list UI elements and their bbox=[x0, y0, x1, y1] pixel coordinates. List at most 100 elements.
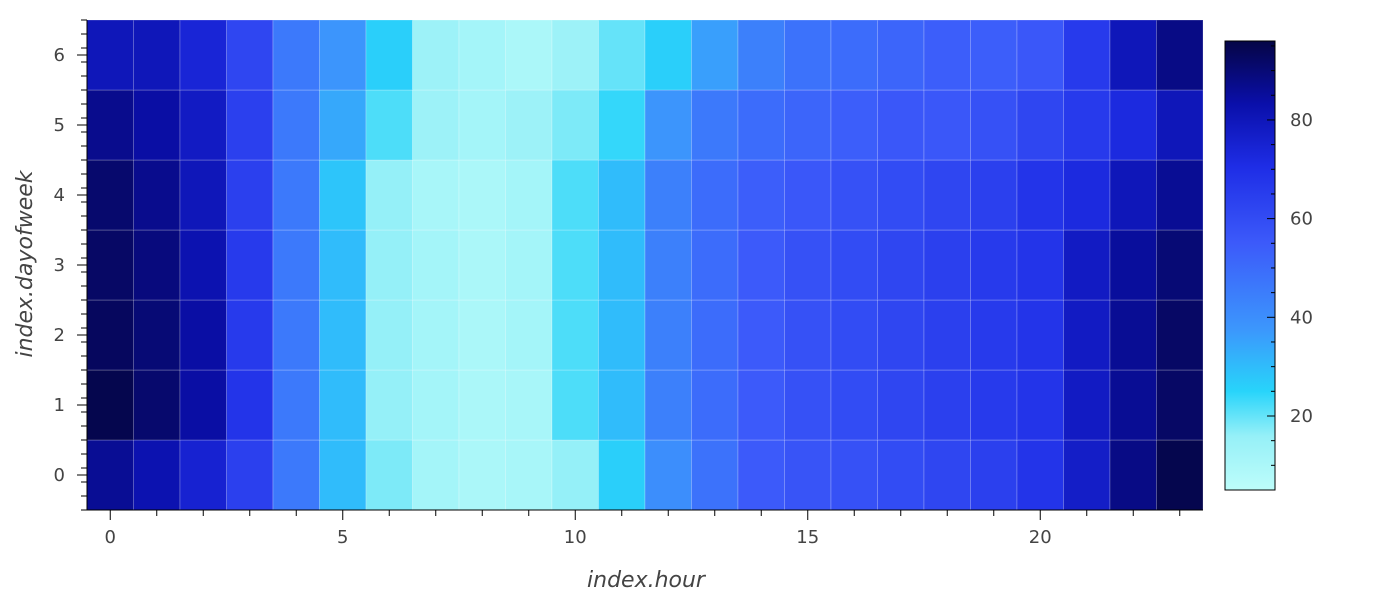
x-tick-label: 15 bbox=[796, 527, 819, 548]
heatmap-cell bbox=[1109, 159, 1157, 231]
heatmap-cell bbox=[412, 439, 460, 511]
heatmap-cell bbox=[179, 229, 227, 301]
y-tick-label: 5 bbox=[54, 115, 65, 136]
heatmap-cell bbox=[226, 19, 274, 91]
heatmap-cell bbox=[737, 229, 785, 301]
heatmap-cell bbox=[179, 89, 227, 161]
heatmap-cell bbox=[644, 89, 692, 161]
heatmap-cell bbox=[551, 299, 599, 371]
colorbar-tick-label: 20 bbox=[1290, 406, 1313, 427]
heatmap-cell bbox=[970, 229, 1018, 301]
heatmap-cell bbox=[551, 19, 599, 91]
heatmap-cell bbox=[133, 439, 181, 511]
heatmap-cell bbox=[598, 439, 646, 511]
heatmap-cell bbox=[598, 89, 646, 161]
heatmap-cell bbox=[784, 369, 832, 441]
heatmap-cell bbox=[133, 369, 181, 441]
heatmap-cell bbox=[272, 369, 320, 441]
heatmap-cell bbox=[272, 19, 320, 91]
heatmap-cell bbox=[365, 439, 413, 511]
heatmap-cell bbox=[86, 19, 134, 91]
heatmap-cell bbox=[458, 89, 506, 161]
colorbar: 20 40 60 80 bbox=[1224, 40, 1313, 491]
heatmap-cell bbox=[970, 439, 1018, 511]
heatmap-cell bbox=[86, 439, 134, 511]
heatmap-cell bbox=[1156, 299, 1204, 371]
heatmap-cell bbox=[1016, 89, 1064, 161]
heatmap-cell bbox=[1109, 19, 1157, 91]
heatmap-cell bbox=[133, 89, 181, 161]
heatmap-cell bbox=[505, 369, 553, 441]
heatmap-cell bbox=[970, 299, 1018, 371]
heatmap-cell bbox=[691, 299, 739, 371]
heatmap-cell bbox=[970, 159, 1018, 231]
heatmap-cell bbox=[86, 159, 134, 231]
colorbar-tick-label: 80 bbox=[1290, 110, 1313, 131]
heatmap-cell bbox=[1109, 229, 1157, 301]
heatmap-cell bbox=[458, 439, 506, 511]
heatmap-cell bbox=[1063, 439, 1111, 511]
heatmap-cell bbox=[598, 159, 646, 231]
heatmap-cell bbox=[970, 19, 1018, 91]
heatmap-cell bbox=[272, 89, 320, 161]
heatmap-cell bbox=[1063, 159, 1111, 231]
heatmap-cell bbox=[86, 369, 134, 441]
y-tick-label: 4 bbox=[54, 185, 65, 206]
heatmap-cell bbox=[319, 159, 367, 231]
heatmap-cell bbox=[877, 229, 925, 301]
heatmap-cell bbox=[179, 19, 227, 91]
heatmap-cell bbox=[505, 89, 553, 161]
heatmap-cell bbox=[226, 159, 274, 231]
heatmap-cell bbox=[1016, 159, 1064, 231]
heatmap-cell bbox=[86, 299, 134, 371]
colorbar-gradient bbox=[1224, 40, 1276, 491]
heatmap-cell bbox=[272, 299, 320, 371]
heatmap-cell bbox=[644, 369, 692, 441]
heatmap-cell bbox=[970, 369, 1018, 441]
heatmap-cell bbox=[179, 299, 227, 371]
heatmap-cell bbox=[644, 19, 692, 91]
heatmap-cell bbox=[319, 19, 367, 91]
heatmap-cell bbox=[877, 369, 925, 441]
heatmap-cell bbox=[1109, 439, 1157, 511]
heatmap-cell bbox=[365, 19, 413, 91]
heatmap-cell bbox=[551, 229, 599, 301]
heatmap-cell bbox=[86, 229, 134, 301]
heatmap-cell bbox=[412, 369, 460, 441]
x-axis-label: index.hour bbox=[587, 568, 707, 593]
heatmap-cell bbox=[598, 369, 646, 441]
heatmap-cell bbox=[226, 229, 274, 301]
heatmap-cell bbox=[877, 299, 925, 371]
heatmap-cell bbox=[923, 159, 971, 231]
heatmap-cell bbox=[412, 299, 460, 371]
heatmap-cell bbox=[830, 229, 878, 301]
heatmap-cell bbox=[133, 159, 181, 231]
heatmap-cell bbox=[551, 89, 599, 161]
x-tick-label: 0 bbox=[105, 527, 116, 548]
heatmap-cell bbox=[644, 229, 692, 301]
heatmap-cell bbox=[1156, 439, 1204, 511]
heatmap-cell bbox=[551, 159, 599, 231]
heatmap-cell bbox=[1063, 19, 1111, 91]
heatmap-cell bbox=[691, 89, 739, 161]
heatmap-cell bbox=[877, 439, 925, 511]
heatmap-cell bbox=[923, 229, 971, 301]
heatmap-cell bbox=[365, 89, 413, 161]
heatmap-cell bbox=[644, 439, 692, 511]
heatmap-cell bbox=[691, 159, 739, 231]
heatmap-cell bbox=[412, 19, 460, 91]
heatmap-cell bbox=[319, 439, 367, 511]
heatmap-cell bbox=[412, 159, 460, 231]
heatmap-cell bbox=[598, 299, 646, 371]
heatmap-cell bbox=[923, 369, 971, 441]
heatmap-cell bbox=[272, 229, 320, 301]
heatmap-cell bbox=[319, 299, 367, 371]
heatmap-cell bbox=[1156, 89, 1204, 161]
heatmap-cell bbox=[691, 19, 739, 91]
x-tick-label: 20 bbox=[1029, 527, 1052, 548]
heatmap-cell bbox=[319, 229, 367, 301]
heatmap-cell bbox=[1156, 229, 1204, 301]
heatmap-cell bbox=[226, 369, 274, 441]
heatmap-cell bbox=[133, 299, 181, 371]
heatmap-cell bbox=[365, 159, 413, 231]
